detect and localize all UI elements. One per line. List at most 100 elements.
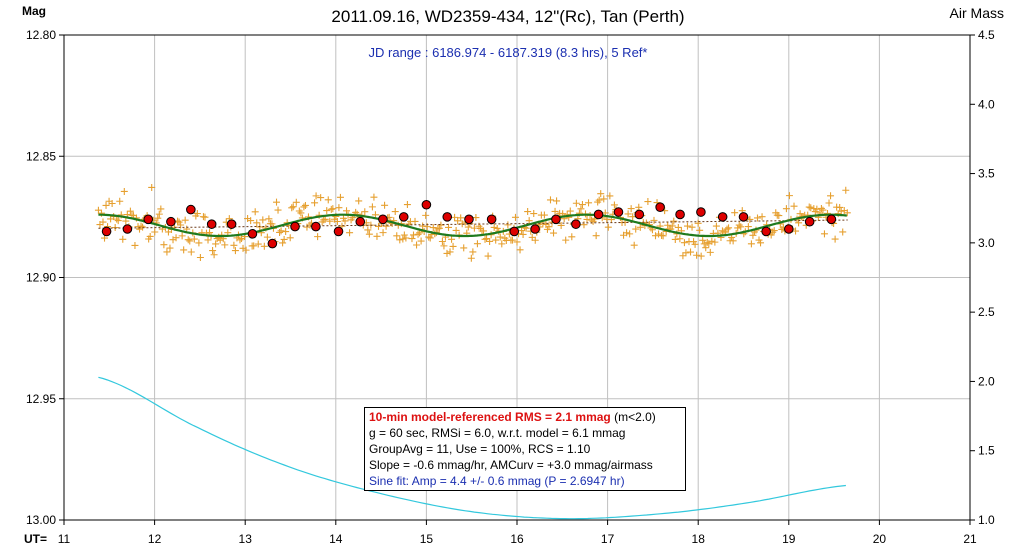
x-tick-label: 12 xyxy=(148,532,162,546)
raw-point xyxy=(320,216,328,224)
raw-point xyxy=(177,221,185,229)
raw-point xyxy=(467,254,475,262)
raw-point xyxy=(496,233,504,241)
raw-point xyxy=(210,251,218,259)
average-point xyxy=(166,216,176,227)
raw-point xyxy=(157,205,165,213)
raw-point xyxy=(655,230,663,238)
raw-point xyxy=(729,237,737,245)
average-point xyxy=(226,219,237,229)
raw-point xyxy=(687,248,695,256)
raw-point xyxy=(483,235,491,243)
raw-point xyxy=(370,193,378,201)
raw-point xyxy=(770,227,778,235)
raw-point xyxy=(437,221,445,229)
raw-point xyxy=(744,223,752,231)
raw-point xyxy=(805,203,813,211)
average-point xyxy=(247,229,258,239)
raw-point xyxy=(426,234,434,242)
raw-point xyxy=(807,204,815,212)
raw-point xyxy=(289,203,297,211)
y-tick-label-mag: 13.00 xyxy=(26,513,56,527)
average-point xyxy=(761,226,771,237)
raw-point xyxy=(99,218,107,226)
raw-point xyxy=(180,246,188,254)
raw-point xyxy=(600,195,608,203)
raw-point xyxy=(317,194,325,202)
raw-point xyxy=(819,206,827,214)
raw-point xyxy=(236,236,244,244)
raw-point xyxy=(253,219,261,227)
raw-point xyxy=(364,226,372,234)
raw-point xyxy=(674,223,682,231)
legend-rms-line: 10-min model-referenced RMS = 2.1 mmag (… xyxy=(369,409,681,425)
raw-point xyxy=(277,227,285,235)
raw-point xyxy=(402,234,410,242)
x-tick-label: 20 xyxy=(873,532,887,546)
raw-point xyxy=(190,235,198,243)
raw-point xyxy=(286,234,294,242)
raw-point xyxy=(460,244,468,252)
raw-point xyxy=(94,206,102,214)
raw-point xyxy=(839,228,847,236)
average-point xyxy=(421,199,432,210)
raw-point xyxy=(626,230,634,238)
stats-legend-box: 10-min model-referenced RMS = 2.1 mmag (… xyxy=(364,407,686,491)
average-point xyxy=(143,214,154,225)
raw-point xyxy=(403,201,411,209)
raw-point xyxy=(683,222,691,230)
legend-sine-fit-line: Sine fit: Amp = 4.4 +/- 0.6 mmag (P = 2.… xyxy=(369,474,625,488)
average-point xyxy=(206,219,217,229)
x-tick-label: 17 xyxy=(601,532,615,546)
y-tick-label-airmass: 1.0 xyxy=(978,513,995,527)
x-tick-label: 14 xyxy=(329,532,343,546)
raw-point xyxy=(481,235,489,243)
legend-line-4: Slope = -0.6 mmag/hr, AMCurv = +3.0 mmag… xyxy=(369,458,653,472)
x-tick-label: 19 xyxy=(782,532,796,546)
raw-point xyxy=(682,249,690,257)
raw-point xyxy=(324,196,332,204)
y-tick-label-airmass: 2.5 xyxy=(978,305,995,319)
x-tick-label: 11 xyxy=(58,532,71,546)
y-tick-label-mag: 12.80 xyxy=(26,28,56,42)
raw-point xyxy=(204,236,212,244)
raw-point xyxy=(435,224,443,232)
raw-point xyxy=(531,236,539,244)
raw-point xyxy=(457,214,465,222)
x-axis-prefix: UT= xyxy=(24,532,47,546)
raw-point xyxy=(566,207,574,215)
raw-point xyxy=(486,237,494,245)
raw-point xyxy=(443,249,451,257)
raw-point xyxy=(178,232,186,240)
raw-point xyxy=(212,240,220,248)
raw-point xyxy=(333,218,341,226)
raw-point xyxy=(693,251,701,259)
y-tick-label-airmass: 1.5 xyxy=(978,444,995,458)
raw-point xyxy=(836,203,844,211)
raw-point xyxy=(551,207,559,215)
raw-point xyxy=(572,199,580,207)
raw-point xyxy=(300,203,308,211)
raw-point xyxy=(610,201,618,209)
y-tick-label-airmass: 4.0 xyxy=(978,97,995,111)
raw-point xyxy=(480,227,488,235)
raw-point xyxy=(411,217,419,225)
x-tick-label: 13 xyxy=(239,532,253,546)
raw-point xyxy=(280,235,288,243)
raw-point xyxy=(108,200,116,208)
raw-point xyxy=(408,235,416,243)
y-tick-label-airmass: 2.0 xyxy=(978,374,995,388)
raw-point xyxy=(696,226,704,234)
air-mass-curve xyxy=(98,376,846,520)
raw-point xyxy=(568,233,576,241)
raw-point xyxy=(557,221,565,229)
average-point xyxy=(804,216,815,227)
raw-point xyxy=(379,229,387,237)
raw-point xyxy=(186,237,194,245)
raw-point xyxy=(231,247,239,255)
raw-point xyxy=(265,215,273,223)
raw-point xyxy=(492,236,500,244)
raw-point xyxy=(131,241,139,249)
raw-point xyxy=(154,214,162,222)
raw-point xyxy=(484,252,492,260)
